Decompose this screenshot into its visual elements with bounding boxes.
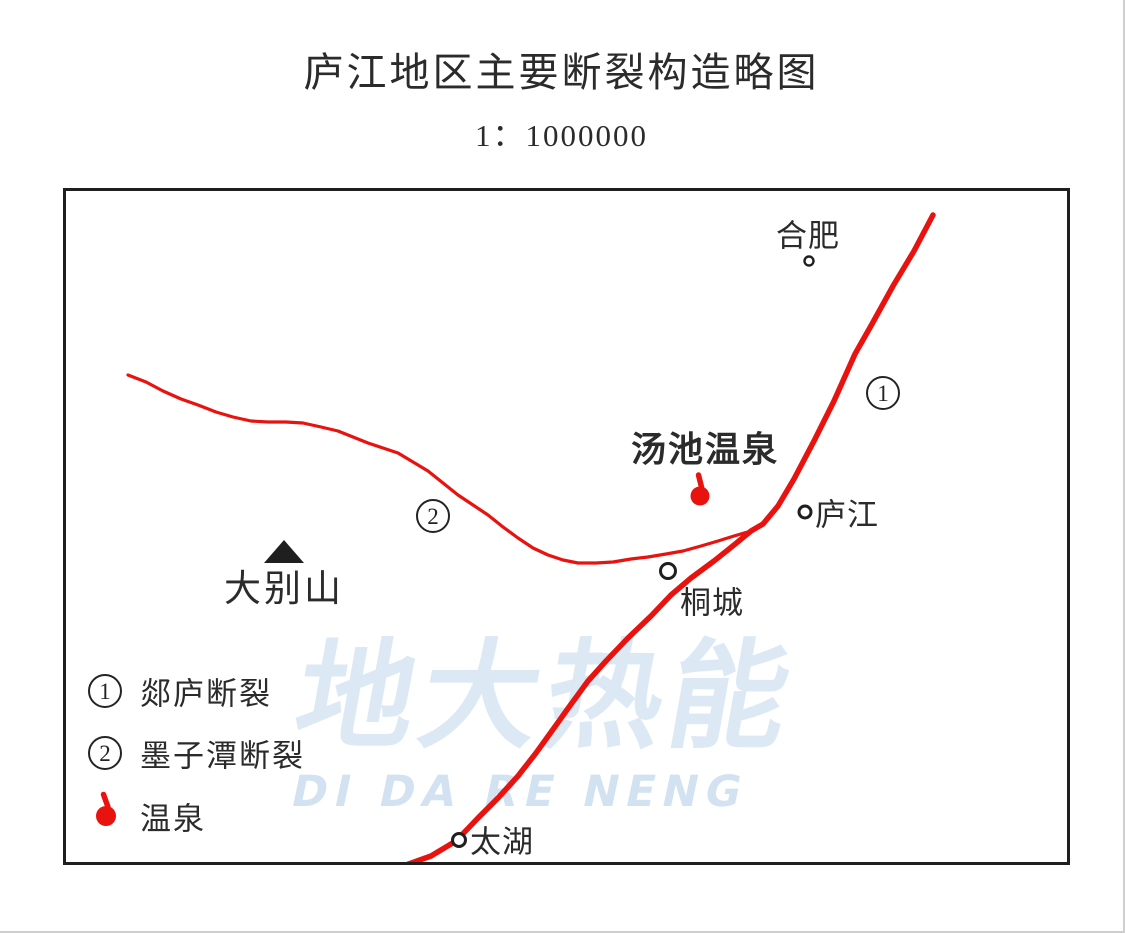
page-title: 庐江地区主要断裂构造略图 [303, 50, 820, 95]
legend-item-fault-1-label: 郯庐断裂 [140, 676, 272, 712]
mountain-triangle-icon [264, 540, 304, 563]
taihu-label: 太湖 [470, 824, 534, 860]
taihu-city-dot [451, 832, 467, 848]
lujiang-city-dot [797, 504, 813, 520]
tongcheng-label: 桐城 [680, 585, 744, 621]
hefei-city-dot [803, 255, 815, 267]
tangchi-spring-label: 汤池温泉 [630, 430, 780, 470]
dabieshan-label: 大别山 [224, 569, 344, 610]
fault-1-number-badge: 1 [866, 376, 900, 410]
fault-2-number-badge: 2 [416, 499, 450, 533]
fault-1-line [406, 212, 936, 862]
map-canvas [96, 212, 936, 862]
legend-item-fault-2-label: 墨子潭断裂 [140, 738, 305, 774]
hefei-label: 合肥 [776, 218, 840, 254]
legend-fault-2-badge: 2 [88, 736, 122, 770]
lujiang-label: 庐江 [815, 497, 879, 533]
map-frame: 地大热能 DI DA RE NENG [63, 188, 1070, 865]
legend-fault-1-badge: 1 [88, 674, 122, 708]
map-scale-text: 1：1000000 [475, 118, 648, 153]
legend-item-hot-spring-label: 温泉 [140, 801, 206, 837]
tangchi-hot-spring-icon [690, 472, 710, 506]
tongcheng-city-dot [659, 562, 677, 580]
legend-hot-spring-icon [96, 791, 116, 826]
fault-2-line [126, 373, 753, 565]
